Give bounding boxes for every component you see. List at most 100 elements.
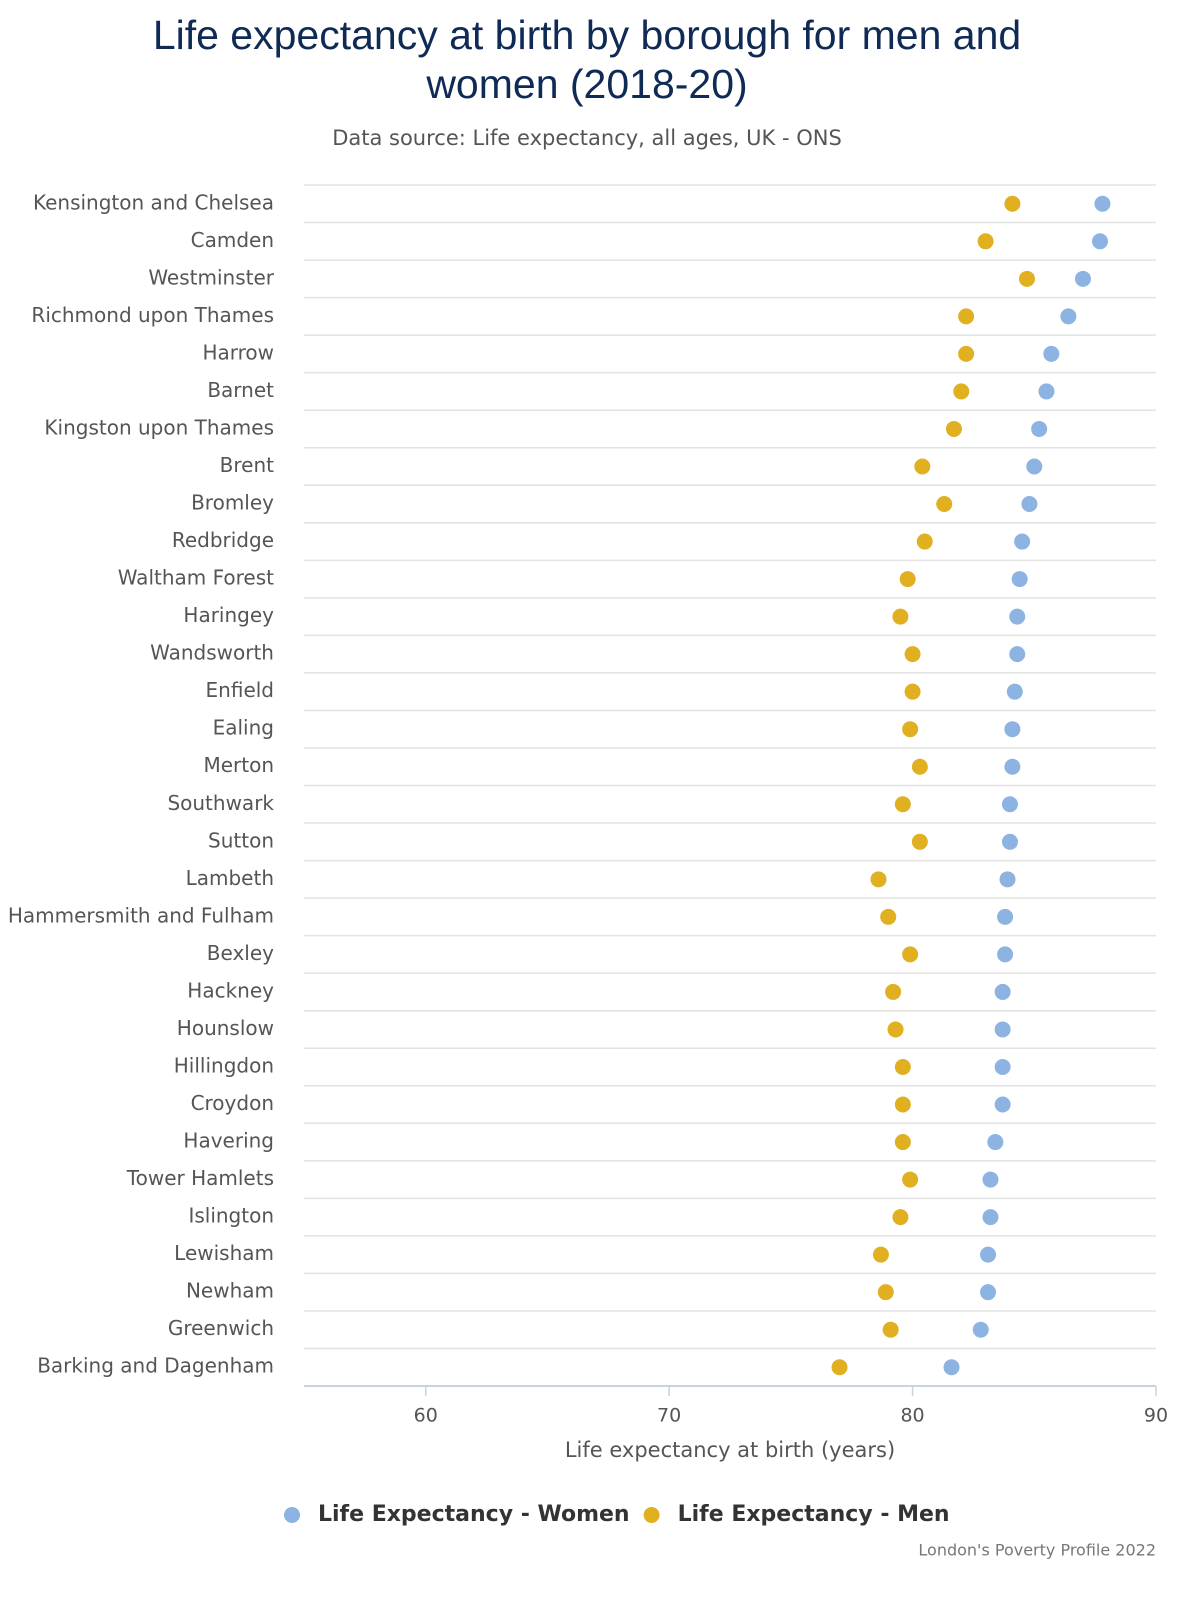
dot xyxy=(958,345,975,362)
dot xyxy=(943,1359,960,1376)
dot xyxy=(902,1171,919,1188)
dot xyxy=(894,1058,911,1075)
dot xyxy=(894,1134,911,1151)
dot xyxy=(1038,383,1055,400)
y-tick-label: Hounslow xyxy=(177,1016,274,1040)
dot xyxy=(894,796,911,813)
dot xyxy=(1094,195,1111,212)
dot xyxy=(911,833,928,850)
x-tick-label: 70 xyxy=(657,1405,681,1427)
y-tick-label: Ealing xyxy=(213,716,274,740)
chart-subtitle: Data source: Life expectancy, all ages, … xyxy=(332,126,842,150)
y-tick-label: Wandsworth xyxy=(150,641,274,665)
dot xyxy=(877,1284,894,1301)
y-tick-label: Waltham Forest xyxy=(118,566,274,590)
dot xyxy=(994,1096,1011,1113)
y-tick-label: Havering xyxy=(183,1129,274,1153)
y-tick-label: Southwark xyxy=(167,791,274,815)
dot xyxy=(904,646,921,663)
y-tick-label: Barking and Dagenham xyxy=(37,1354,274,1378)
dot xyxy=(1001,796,1018,813)
y-tick-label: Tower Hamlets xyxy=(126,1166,274,1190)
dot xyxy=(980,1246,997,1263)
dot xyxy=(1031,420,1048,437)
y-tick-label: Lewisham xyxy=(174,1241,274,1265)
dot xyxy=(1009,608,1026,625)
y-tick-label: Barnet xyxy=(207,378,274,402)
y-tick-label: Greenwich xyxy=(168,1316,274,1340)
y-tick-label: Islington xyxy=(188,1204,274,1228)
dot xyxy=(892,1209,909,1226)
dot xyxy=(1011,571,1028,588)
dot xyxy=(1001,833,1018,850)
y-tick-label: Brent xyxy=(220,453,274,477)
dot xyxy=(1060,308,1077,325)
dot xyxy=(936,496,953,513)
y-tick-label: Enfield xyxy=(206,678,274,702)
dot xyxy=(1004,195,1021,212)
dot xyxy=(997,946,1014,963)
dot xyxy=(994,983,1011,1000)
dot xyxy=(885,983,902,1000)
x-tick-label: 80 xyxy=(900,1405,924,1427)
credit: London's Poverty Profile 2022 xyxy=(918,1541,1156,1560)
dot xyxy=(1021,496,1038,513)
dot xyxy=(882,1321,899,1338)
x-tick-label: 90 xyxy=(1144,1405,1168,1427)
x-axis-label: Life expectancy at birth (years) xyxy=(565,1438,895,1462)
dot xyxy=(980,1284,997,1301)
y-tick-label: Hammersmith and Fulham xyxy=(8,903,274,927)
dot xyxy=(904,683,921,700)
dot xyxy=(982,1171,999,1188)
dot xyxy=(1014,533,1031,550)
y-tick-label: Bromley xyxy=(191,491,274,515)
y-tick-label: Kensington and Chelsea xyxy=(33,190,274,214)
y-tick-label: Kingston upon Thames xyxy=(44,415,274,439)
y-tick-label: Newham xyxy=(186,1279,274,1303)
y-tick-label: Harrow xyxy=(202,340,274,364)
y-tick-label: Croydon xyxy=(191,1091,274,1115)
dot xyxy=(958,308,975,325)
y-tick-label: Sutton xyxy=(208,828,274,852)
y-tick-label: Westminster xyxy=(148,265,274,289)
dot xyxy=(870,871,887,888)
y-tick-label: Richmond upon Thames xyxy=(31,303,274,327)
dot xyxy=(916,533,933,550)
dot xyxy=(899,571,916,588)
dot xyxy=(1074,270,1091,287)
legend-label: Life Expectancy - Men xyxy=(678,1502,950,1527)
dot xyxy=(872,1246,889,1263)
dot xyxy=(1018,270,1035,287)
dot xyxy=(914,458,931,475)
dot xyxy=(902,946,919,963)
y-tick-label: Haringey xyxy=(183,603,274,627)
y-tick-label: Camden xyxy=(191,228,274,252)
y-tick-label: Merton xyxy=(203,753,274,777)
dot xyxy=(1004,721,1021,738)
dot xyxy=(982,1209,999,1226)
dot xyxy=(880,908,897,925)
dot xyxy=(997,908,1014,925)
y-tick-label: Redbridge xyxy=(172,528,274,552)
y-tick-label: Hackney xyxy=(187,978,274,1002)
y-tick-label: Lambeth xyxy=(186,866,274,890)
dot xyxy=(987,1134,1004,1151)
x-tick-label: 60 xyxy=(414,1405,438,1427)
dot xyxy=(911,758,928,775)
dot xyxy=(972,1321,989,1338)
y-tick-label: Hillingdon xyxy=(174,1053,274,1077)
dot xyxy=(994,1058,1011,1075)
dot xyxy=(831,1359,848,1376)
dot xyxy=(1009,646,1026,663)
legend-marker xyxy=(284,1507,300,1523)
dot xyxy=(894,1096,911,1113)
dot xyxy=(953,383,970,400)
dot xyxy=(1043,345,1060,362)
dot xyxy=(945,420,962,437)
y-tick-label: Bexley xyxy=(207,941,274,965)
legend-marker xyxy=(643,1507,660,1523)
dot xyxy=(1004,758,1021,775)
dot xyxy=(887,1021,904,1038)
